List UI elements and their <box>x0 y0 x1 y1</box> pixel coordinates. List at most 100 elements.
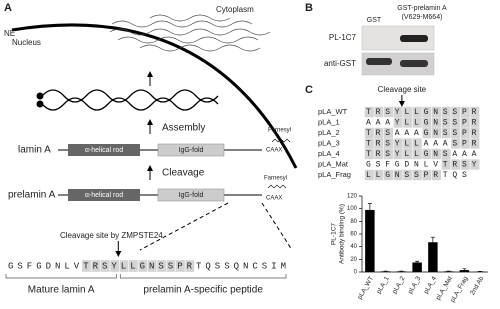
residue-shade <box>393 117 403 128</box>
residue-shade <box>460 138 470 149</box>
mature-label: Mature lamin A <box>28 285 95 296</box>
panel-label: C <box>305 84 313 96</box>
residue-shade <box>403 169 413 181</box>
residue-shade <box>374 127 384 139</box>
residue-shade <box>441 106 451 118</box>
residue-shade <box>384 169 393 181</box>
rod-label: α-helical rod <box>85 192 123 199</box>
residue-shade <box>460 117 470 128</box>
assembly-label: Assembly <box>162 123 205 134</box>
residue-shade <box>393 148 403 160</box>
lamin-a-label: lamin A <box>18 145 51 156</box>
peptide-label: prelamin A-specific peptide <box>143 285 263 296</box>
blot-label: anti-GST <box>324 59 356 68</box>
igg-domain <box>157 143 225 157</box>
residue-shade <box>384 148 393 160</box>
peptide-name: pLA_Mat <box>318 159 349 168</box>
peptide-name: pLA_3 <box>318 138 340 147</box>
error-bar <box>415 260 420 263</box>
caax-label: CAAX <box>266 196 282 202</box>
residue-shade <box>422 127 432 139</box>
residue-shade <box>403 117 413 128</box>
residue-shade <box>374 169 384 181</box>
peptide-name: pLA_WT <box>318 107 348 116</box>
x-tick-label: pLA_1 <box>375 275 391 295</box>
residue-shade <box>82 260 91 272</box>
residue-shade <box>451 117 461 128</box>
residue-shade <box>157 260 166 272</box>
sequence: LLGNSSPRTQS <box>366 171 467 180</box>
rod-domain <box>68 144 140 156</box>
rod-domain <box>68 189 140 201</box>
y-axis-label: PL-1C7 <box>331 223 338 245</box>
residue-shade <box>364 106 374 118</box>
igg-label: IgG-fold <box>179 192 204 199</box>
residue-shade <box>374 106 384 118</box>
x-tick-label: pLA_2 <box>391 275 407 295</box>
peptide-name: pLA_Frag <box>318 170 351 179</box>
residue-shade <box>451 159 461 170</box>
residue-shade <box>432 148 441 160</box>
x-tick-label: pLA_4 <box>423 275 439 295</box>
error-bar <box>462 268 467 271</box>
residue-shade <box>176 260 185 272</box>
residue-shade <box>403 106 413 118</box>
y-tick-label: 40 <box>350 244 357 250</box>
nuclear-envelope <box>11 23 298 169</box>
residue-shade <box>441 159 451 170</box>
residue-shade <box>384 106 393 118</box>
band <box>400 35 428 42</box>
bar-chart: 0 20 40 60 80 100 120 PL-1C7 Antibody binding (%… <box>331 194 488 304</box>
residue-shade <box>166 260 176 272</box>
residue-shade <box>412 138 422 149</box>
residue-shade <box>432 169 441 181</box>
blot-label: PL-1C7 <box>329 33 357 42</box>
residue-shade <box>147 260 157 272</box>
residue-shade <box>403 138 413 149</box>
residue-shade <box>374 138 384 149</box>
residue-shade <box>364 127 374 139</box>
residue-shade <box>129 260 138 272</box>
residue-shade <box>412 148 422 160</box>
farnesyl-chain <box>271 138 291 143</box>
residue-shade <box>393 106 403 118</box>
residue-shade <box>374 148 384 160</box>
y-tick-label: 20 <box>350 257 357 263</box>
error-bar <box>367 203 372 210</box>
residue-shade <box>185 260 195 272</box>
farnesyl-label: Farnesyl <box>264 176 287 182</box>
residue-shade <box>470 127 480 139</box>
panel-label: A <box>4 2 12 14</box>
residue-shade <box>470 106 480 118</box>
residue-shade <box>451 127 461 139</box>
bracket <box>5 274 117 279</box>
residue-shade <box>364 148 374 160</box>
rod-label: α-helical rod <box>85 147 123 154</box>
residue-shade <box>470 138 480 149</box>
residue-shade <box>422 148 432 160</box>
lane-label: GST-prelamin A <box>397 5 447 12</box>
peptide-name: pLA_2 <box>318 128 340 137</box>
bracket <box>119 274 287 279</box>
residue-shade <box>412 117 422 128</box>
residue-shade <box>412 169 422 181</box>
residue-shade <box>460 159 470 170</box>
residue-shade <box>119 260 129 272</box>
igg-domain <box>157 188 225 202</box>
prelamin-a-label: prelamin A <box>8 190 56 201</box>
zoom-line <box>139 202 229 251</box>
residue-shade <box>384 127 393 139</box>
residue-shade <box>100 260 110 272</box>
y-tick-label: 120 <box>347 194 358 200</box>
ne-label: NE <box>4 29 15 38</box>
bar <box>428 242 438 272</box>
residue-shade <box>422 169 432 181</box>
residue-shade <box>460 106 470 118</box>
bar <box>380 271 391 272</box>
y-tick-label: 60 <box>350 232 357 238</box>
residue-shade <box>364 138 374 149</box>
caax-label: CAAX <box>266 148 282 154</box>
